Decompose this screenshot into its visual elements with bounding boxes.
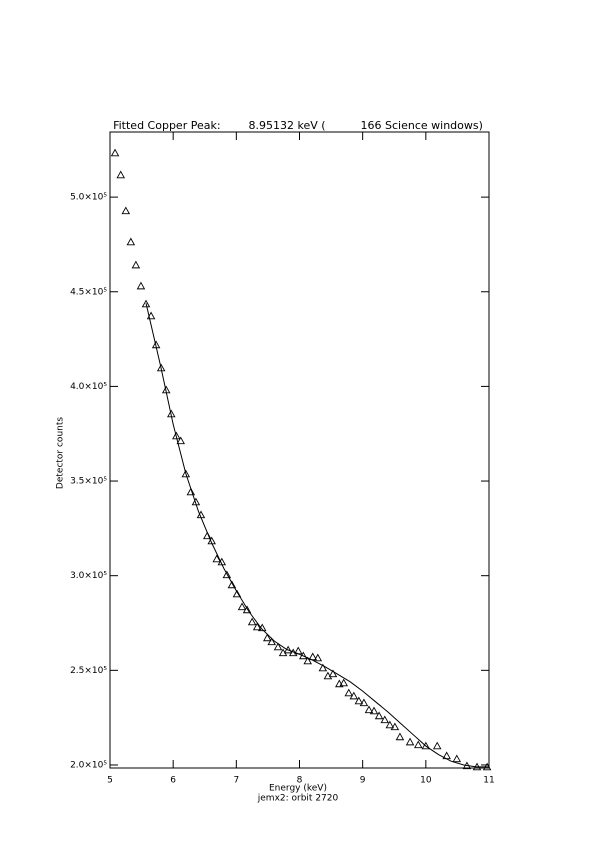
- chart-title: Fitted Copper Peak: 8.95132 keV ( 166 Sc…: [113, 119, 483, 132]
- data-point: [452, 754, 462, 763]
- data-point: [131, 260, 141, 269]
- y-tick-label: 2.5×10⁵: [70, 666, 107, 676]
- x-tick-label: 7: [233, 776, 239, 786]
- data-point: [237, 602, 247, 611]
- data-point: [172, 431, 181, 440]
- data-point: [263, 633, 272, 642]
- data-point: [421, 741, 431, 750]
- data-point: [222, 570, 232, 579]
- data-point: [432, 741, 442, 750]
- x-tick-label: 11: [483, 776, 494, 786]
- y-tick-label: 4.0×10⁵: [70, 382, 107, 392]
- data-point: [116, 170, 126, 179]
- y-tick-label: 3.5×10⁵: [70, 477, 107, 487]
- y-tick-label: 3.0×10⁵: [70, 571, 107, 581]
- data-point: [413, 740, 423, 749]
- data-point: [227, 580, 237, 589]
- fit-line: [145, 303, 489, 768]
- data-point: [141, 299, 151, 308]
- data-point: [212, 554, 222, 563]
- data-point: [252, 622, 262, 631]
- data-point: [273, 642, 283, 651]
- x-tick-label: 5: [107, 776, 113, 786]
- data-point: [181, 469, 191, 478]
- x-tick-label: 8: [297, 776, 303, 786]
- y-tick-label: 5.0×10⁵: [70, 193, 107, 203]
- data-point: [328, 669, 338, 678]
- x-axis-label: Energy (keV): [269, 784, 327, 794]
- y-tick-label: 2.0×10⁵: [70, 760, 107, 770]
- data-point: [395, 732, 405, 741]
- data-point: [359, 698, 369, 707]
- data-point: [242, 605, 252, 614]
- data-point: [374, 711, 384, 720]
- data-point: [176, 436, 186, 445]
- y-axis-label: Detector counts: [56, 417, 66, 489]
- data-point: [380, 715, 390, 724]
- data-point: [267, 637, 276, 646]
- data-point: [344, 688, 354, 697]
- data-point: [303, 656, 312, 665]
- data-point: [126, 237, 136, 246]
- data-point: [136, 281, 146, 290]
- data-point: [349, 691, 359, 700]
- data-point: [364, 705, 374, 714]
- data-point: [405, 737, 415, 746]
- data-point: [390, 722, 400, 731]
- x-tick-label: 9: [360, 776, 366, 786]
- x-tick-label: 10: [420, 776, 432, 786]
- data-point: [110, 148, 120, 157]
- data-point: [247, 617, 257, 626]
- data-point: [354, 696, 364, 705]
- data-point: [313, 653, 323, 662]
- data-point: [232, 589, 242, 598]
- subtitle: jemx2: orbit 2720: [257, 794, 339, 804]
- x-tick-label: 6: [170, 776, 176, 786]
- data-point: [385, 720, 395, 729]
- data-point: [318, 663, 328, 672]
- y-tick-label: 4.5×10⁵: [70, 287, 107, 297]
- data-point: [339, 678, 348, 687]
- data-point: [121, 206, 131, 215]
- data-point: [369, 706, 379, 715]
- data-point: [186, 487, 196, 496]
